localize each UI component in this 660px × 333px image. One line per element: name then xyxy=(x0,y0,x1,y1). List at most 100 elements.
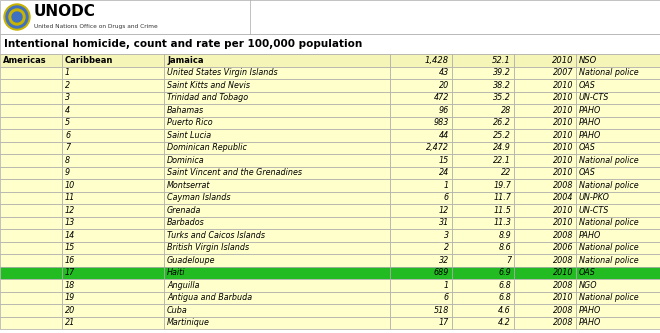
Bar xyxy=(164,54,390,67)
Bar xyxy=(576,117,660,129)
Bar xyxy=(452,229,514,241)
Bar xyxy=(164,204,390,216)
Text: 1: 1 xyxy=(444,181,449,190)
Text: 9: 9 xyxy=(65,168,70,177)
Bar xyxy=(164,254,390,266)
Bar xyxy=(514,229,576,241)
Circle shape xyxy=(6,6,28,28)
Circle shape xyxy=(9,9,25,25)
Text: 4.2: 4.2 xyxy=(498,318,511,327)
Text: 2008: 2008 xyxy=(552,306,573,315)
Bar xyxy=(164,166,390,179)
Text: 2,472: 2,472 xyxy=(426,143,449,152)
Bar xyxy=(164,241,390,254)
Text: 11.7: 11.7 xyxy=(493,193,511,202)
Bar xyxy=(390,54,452,67)
Text: 2007: 2007 xyxy=(552,68,573,77)
Bar xyxy=(62,266,164,279)
Text: Cuba: Cuba xyxy=(167,306,187,315)
Text: 3: 3 xyxy=(444,231,449,240)
Text: UN-CTS: UN-CTS xyxy=(579,206,609,215)
Text: 1: 1 xyxy=(65,68,70,77)
Bar xyxy=(514,216,576,229)
Text: Caribbean: Caribbean xyxy=(65,56,114,65)
Bar xyxy=(576,241,660,254)
Bar xyxy=(576,229,660,241)
Bar xyxy=(164,229,390,241)
Text: 10: 10 xyxy=(65,181,75,190)
Bar xyxy=(0,241,62,254)
Bar xyxy=(576,179,660,191)
Bar xyxy=(452,216,514,229)
Text: PAHO: PAHO xyxy=(579,231,601,240)
Text: 2010: 2010 xyxy=(552,106,573,115)
Bar xyxy=(62,104,164,117)
Bar xyxy=(164,129,390,142)
Text: 2008: 2008 xyxy=(552,256,573,265)
Text: 31: 31 xyxy=(439,218,449,227)
Text: 39.2: 39.2 xyxy=(493,68,511,77)
Bar xyxy=(576,266,660,279)
Circle shape xyxy=(4,4,30,30)
Text: 22: 22 xyxy=(501,168,511,177)
Bar xyxy=(452,304,514,316)
Bar xyxy=(390,67,452,79)
Bar xyxy=(390,179,452,191)
Bar xyxy=(62,129,164,142)
Bar xyxy=(514,254,576,266)
Text: PAHO: PAHO xyxy=(579,318,601,327)
Text: 16: 16 xyxy=(65,256,75,265)
Text: 2010: 2010 xyxy=(552,93,573,102)
Text: 6: 6 xyxy=(444,193,449,202)
Bar xyxy=(390,104,452,117)
Text: Barbados: Barbados xyxy=(167,218,205,227)
Bar xyxy=(576,291,660,304)
Text: 689: 689 xyxy=(434,268,449,277)
Text: PAHO: PAHO xyxy=(579,306,601,315)
Text: 2010: 2010 xyxy=(552,156,573,165)
Text: PAHO: PAHO xyxy=(579,118,601,127)
Bar xyxy=(0,34,660,54)
Text: 2010: 2010 xyxy=(552,143,573,152)
Text: Bahamas: Bahamas xyxy=(167,106,204,115)
Bar xyxy=(390,266,452,279)
Text: 19.7: 19.7 xyxy=(493,181,511,190)
Text: OAS: OAS xyxy=(579,268,596,277)
Text: UNODC: UNODC xyxy=(34,4,96,19)
Bar xyxy=(62,304,164,316)
Bar xyxy=(390,316,452,329)
Bar xyxy=(514,316,576,329)
Bar xyxy=(514,291,576,304)
Text: 22.1: 22.1 xyxy=(493,156,511,165)
Text: National police: National police xyxy=(579,256,639,265)
Bar xyxy=(576,216,660,229)
Bar xyxy=(62,241,164,254)
Text: 8: 8 xyxy=(65,156,70,165)
Text: 2010: 2010 xyxy=(552,56,573,65)
Bar xyxy=(390,191,452,204)
Text: 26.2: 26.2 xyxy=(493,118,511,127)
Text: United Nations Office on Drugs and Crime: United Nations Office on Drugs and Crime xyxy=(34,24,158,29)
Bar xyxy=(0,104,62,117)
Bar xyxy=(62,54,164,67)
Text: 24.9: 24.9 xyxy=(493,143,511,152)
Bar xyxy=(452,204,514,216)
Bar xyxy=(62,191,164,204)
Bar xyxy=(452,129,514,142)
Bar xyxy=(576,104,660,117)
Bar xyxy=(514,154,576,166)
Text: 6.8: 6.8 xyxy=(498,281,511,290)
Text: UN-CTS: UN-CTS xyxy=(579,93,609,102)
Bar xyxy=(62,179,164,191)
Bar xyxy=(576,154,660,166)
Text: Grenada: Grenada xyxy=(167,206,201,215)
Bar xyxy=(390,129,452,142)
Bar xyxy=(390,92,452,104)
Text: 2006: 2006 xyxy=(552,243,573,252)
Text: 25.2: 25.2 xyxy=(493,131,511,140)
Bar xyxy=(390,117,452,129)
Bar xyxy=(62,67,164,79)
Bar xyxy=(390,79,452,92)
Bar xyxy=(514,142,576,154)
Bar xyxy=(0,0,660,34)
